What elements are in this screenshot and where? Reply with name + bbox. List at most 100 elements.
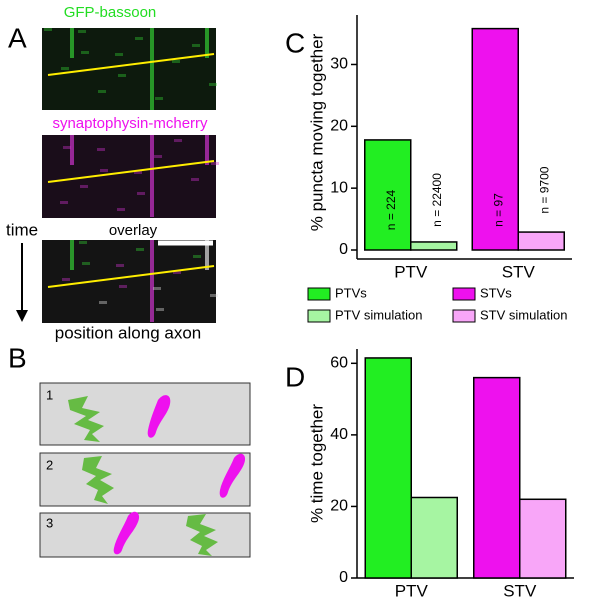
y-tick-label: 20	[330, 498, 348, 515]
kymo-noise	[79, 241, 87, 244]
kymo-noise	[210, 294, 218, 297]
x-tick-label: PTV	[394, 262, 428, 281]
kymo-noise	[82, 262, 90, 265]
kymo-noise	[134, 171, 142, 174]
stv-icon	[113, 511, 140, 555]
kymo-noise	[193, 255, 201, 258]
y-tick-label: 30	[330, 56, 348, 73]
bar	[471, 27, 519, 251]
kymo-track	[150, 28, 154, 110]
y-tick-label: 0	[339, 569, 348, 586]
bar	[517, 231, 565, 251]
kymo-noise	[119, 285, 127, 288]
bar	[473, 376, 521, 579]
row-label: 3	[46, 515, 53, 530]
kymo-noise	[191, 178, 199, 181]
kymo-noise	[115, 53, 123, 56]
kymo-noise	[80, 185, 88, 188]
kymo-noise	[155, 97, 163, 100]
legend-label: STV simulation	[480, 307, 567, 322]
time-label: time	[6, 220, 38, 239]
panel-label: B	[8, 342, 27, 373]
kymo-noise	[118, 74, 126, 77]
kymo-track	[150, 240, 154, 322]
kymograph	[42, 240, 216, 323]
kymo-noise	[192, 44, 200, 47]
bar	[364, 139, 412, 251]
y-axis-label: % time together	[307, 404, 326, 523]
kymo-track	[205, 240, 209, 270]
n-label: n = 224	[384, 189, 398, 230]
kymo-noise	[174, 139, 182, 142]
y-tick-label: 60	[330, 355, 348, 372]
legend-swatch	[307, 287, 331, 301]
legend-label: STVs	[480, 285, 512, 300]
kymo-noise	[135, 37, 143, 40]
stv-icon	[147, 395, 171, 438]
kymo-noise	[81, 51, 89, 54]
kymo-track	[70, 135, 74, 165]
y-axis-label: % puncta moving together	[307, 33, 326, 231]
legend-label: PTV simulation	[335, 307, 422, 322]
y-tick-label: 20	[330, 118, 348, 135]
x-tick-label: PTV	[395, 581, 429, 600]
bar	[364, 357, 412, 579]
legend-label: PTVs	[335, 285, 367, 300]
ptv-icon	[68, 396, 104, 442]
kymo-noise	[154, 155, 162, 158]
legend-swatch	[452, 287, 476, 301]
trajectory	[47, 53, 215, 76]
kymo-noise	[172, 60, 180, 63]
x-tick-label: STV	[503, 581, 537, 600]
kymo-noise	[116, 264, 124, 267]
axon-rows: 1 2 3	[39, 382, 251, 558]
y-tick-label: 0	[339, 241, 348, 258]
kymo-noise	[137, 192, 145, 195]
kymo-noise	[61, 67, 69, 70]
kymo-noise	[136, 248, 144, 251]
legend-swatch	[452, 309, 476, 323]
panel-label: D	[285, 361, 305, 392]
kymo-noise	[62, 278, 70, 281]
kymo-noise	[156, 308, 164, 311]
ptv-icon	[82, 456, 114, 504]
kymo-track	[70, 240, 74, 270]
kymo-noise	[153, 287, 161, 290]
n-label: n = 22400	[430, 173, 444, 227]
time-arrow-head	[16, 310, 28, 322]
kymo-noise	[78, 30, 86, 33]
trajectory	[47, 160, 215, 183]
row-label: 1	[46, 387, 53, 402]
kymo-noise	[211, 162, 219, 165]
axon-segment	[39, 452, 251, 507]
axon-segment	[39, 382, 251, 446]
kymo-noise	[117, 208, 125, 211]
kymo-noise	[60, 201, 68, 204]
kymo-noise	[97, 148, 105, 151]
kymographs	[42, 28, 219, 323]
channel-label: synaptophysin-mcherry	[52, 115, 208, 132]
channel-label: GFP-bassoon	[64, 4, 157, 21]
bar	[519, 498, 567, 579]
kymo-noise	[173, 271, 181, 274]
channel-label: overlay	[109, 222, 158, 239]
position-label: position along axon	[55, 323, 202, 342]
n-label: n = 9700	[537, 166, 551, 213]
n-label: n = 97	[491, 193, 505, 227]
ptv-icon	[186, 514, 218, 556]
row-label: 2	[46, 457, 53, 472]
kymo-track	[205, 135, 209, 165]
kymo-track	[70, 28, 74, 58]
kymo-noise	[63, 146, 71, 149]
legend-swatch	[307, 309, 331, 323]
y-tick-label: 10	[330, 179, 348, 196]
kymo-track	[150, 135, 154, 217]
trajectory	[47, 265, 215, 288]
kymo-noise	[209, 83, 217, 86]
x-tick-label: STV	[502, 262, 536, 281]
bar	[410, 496, 458, 579]
stv-icon	[219, 453, 246, 498]
kymo-noise	[99, 301, 107, 304]
